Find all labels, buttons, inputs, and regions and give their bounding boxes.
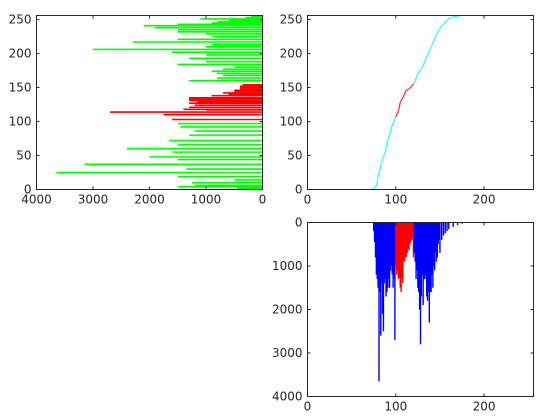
curve-segment bbox=[406, 88, 410, 91]
curve-segment bbox=[453, 15, 458, 18]
x-tick-label: 200 bbox=[473, 193, 496, 207]
curve-segment bbox=[408, 85, 413, 90]
curve-segment bbox=[411, 83, 414, 87]
x-tick-label: 200 bbox=[473, 400, 496, 414]
curve-segment bbox=[430, 36, 436, 47]
curve-segment bbox=[389, 126, 392, 136]
y-tick-label: 200 bbox=[9, 47, 32, 61]
curve-segment bbox=[384, 141, 388, 153]
cdf-panel: 0 100 200 0 50 100 150 200 250 bbox=[280, 13, 534, 207]
curve-segment bbox=[377, 168, 381, 177]
curve-segment bbox=[426, 46, 432, 58]
y-tick-label: 50 bbox=[16, 149, 31, 163]
y-tick-label: 250 bbox=[9, 13, 32, 27]
curve-segment bbox=[375, 175, 379, 187]
left-histogram-panel: 4000 3000 2000 1000 0 0 50 100 150 200 250 bbox=[9, 13, 267, 207]
curve-segment bbox=[373, 185, 377, 190]
curve-segment bbox=[386, 134, 391, 143]
curve-segment bbox=[395, 111, 399, 117]
curve-segment bbox=[393, 116, 397, 122]
curve-segment bbox=[439, 22, 445, 29]
x-tick-label: 2000 bbox=[134, 193, 165, 207]
x-tick-label: 1000 bbox=[191, 193, 222, 207]
curve-segment bbox=[390, 121, 395, 128]
y-tick-label: 150 bbox=[9, 81, 32, 95]
curve-segment bbox=[417, 66, 423, 75]
x-tick-label: 4000 bbox=[21, 193, 52, 207]
x-tick-label: 0 bbox=[304, 193, 312, 207]
y-tick-label: 150 bbox=[280, 81, 303, 95]
curve-segment bbox=[399, 97, 404, 103]
x-tick-label: 0 bbox=[304, 400, 312, 414]
y-tick-label: 0 bbox=[295, 183, 303, 197]
curve-segment bbox=[379, 158, 384, 170]
curve-segment bbox=[397, 102, 401, 112]
curve-segment bbox=[382, 151, 386, 160]
curve-segment bbox=[412, 73, 419, 85]
y-tick-label: 100 bbox=[280, 115, 303, 129]
curve-segment bbox=[402, 93, 406, 98]
y-tick-label: 1000 bbox=[272, 259, 303, 273]
y-tick-label: 0 bbox=[295, 216, 303, 230]
x-tick-label: 0 bbox=[259, 193, 267, 207]
y-tick-label: 250 bbox=[280, 13, 303, 27]
y-tick-label: 4000 bbox=[272, 390, 303, 404]
curve-segment bbox=[435, 28, 441, 37]
x-tick-label: 3000 bbox=[78, 193, 109, 207]
y-tick-label: 200 bbox=[280, 47, 303, 61]
y-tick-label: 50 bbox=[287, 149, 302, 163]
x-tick-label: 100 bbox=[384, 400, 407, 414]
y-tick-label: 3000 bbox=[272, 346, 303, 360]
x-tick-label: 100 bbox=[384, 193, 407, 207]
curve-segment bbox=[404, 90, 407, 94]
y-tick-label: 100 bbox=[9, 115, 32, 129]
curve-segment bbox=[421, 56, 428, 68]
axes-frame bbox=[307, 15, 534, 190]
y-tick-label: 2000 bbox=[272, 303, 303, 317]
curve-segment bbox=[443, 18, 450, 24]
y-tick-label: 0 bbox=[24, 183, 32, 197]
curve-segment bbox=[448, 16, 454, 20]
